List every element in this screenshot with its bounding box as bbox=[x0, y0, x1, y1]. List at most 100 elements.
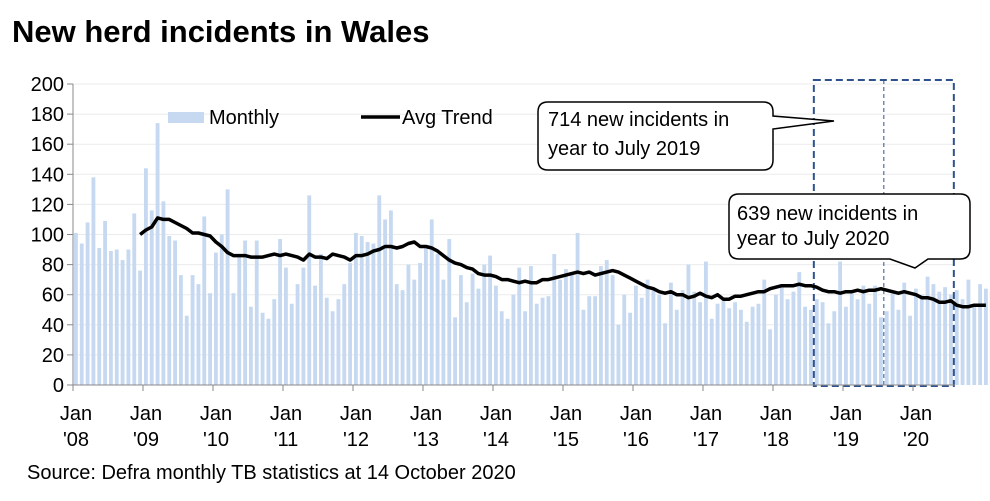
bar bbox=[511, 294, 516, 385]
bar bbox=[184, 315, 189, 385]
bar bbox=[943, 287, 947, 385]
bar bbox=[628, 312, 632, 385]
bar bbox=[931, 284, 936, 385]
bar bbox=[319, 254, 323, 385]
bar bbox=[715, 303, 720, 385]
bar bbox=[254, 240, 259, 385]
bar bbox=[639, 297, 644, 385]
bar bbox=[149, 210, 154, 385]
bar bbox=[330, 311, 335, 385]
bar bbox=[114, 249, 119, 385]
bar bbox=[412, 279, 417, 385]
x-tick-label-year: '19 bbox=[833, 429, 859, 451]
bar bbox=[161, 201, 166, 385]
bar bbox=[120, 260, 125, 385]
bar bbox=[634, 285, 638, 385]
bar bbox=[902, 282, 907, 385]
x-tick-label-month: Jan bbox=[760, 403, 792, 425]
bar bbox=[849, 293, 854, 385]
bar bbox=[313, 285, 317, 385]
bar bbox=[196, 284, 201, 385]
bar bbox=[575, 232, 580, 385]
bar bbox=[237, 254, 242, 385]
bar bbox=[919, 294, 924, 385]
legend-label-trend: Avg Trend bbox=[402, 107, 493, 129]
bar bbox=[674, 309, 679, 385]
bar bbox=[651, 288, 656, 385]
bar bbox=[441, 279, 446, 385]
bar bbox=[377, 195, 382, 385]
bar bbox=[249, 306, 253, 385]
y-tick-label: 0 bbox=[53, 375, 64, 397]
x-tick-label-month: Jan bbox=[340, 403, 372, 425]
bar bbox=[925, 276, 930, 385]
bar bbox=[214, 252, 218, 385]
bar bbox=[307, 195, 312, 385]
bar bbox=[768, 329, 772, 385]
y-tick-label: 60 bbox=[42, 285, 64, 307]
x-tick-label-month: Jan bbox=[620, 403, 652, 425]
bar bbox=[704, 261, 708, 385]
x-tick-label-month: Jan bbox=[270, 403, 302, 425]
bar bbox=[564, 269, 568, 385]
bar bbox=[558, 279, 562, 385]
bar bbox=[686, 264, 691, 385]
bar bbox=[424, 246, 428, 385]
bar bbox=[785, 299, 790, 385]
x-tick-label-month: Jan bbox=[550, 403, 582, 425]
bar bbox=[890, 291, 895, 385]
bar bbox=[960, 299, 965, 385]
bar bbox=[756, 303, 761, 385]
callout-2020-line1: 639 new incidents in bbox=[737, 203, 918, 225]
bar bbox=[873, 285, 877, 385]
bar bbox=[896, 309, 901, 385]
bar bbox=[173, 240, 177, 385]
bar bbox=[400, 290, 405, 385]
bar bbox=[79, 243, 84, 385]
bar bbox=[984, 288, 988, 385]
bar bbox=[371, 243, 376, 385]
bar bbox=[284, 267, 288, 385]
bar bbox=[698, 302, 702, 385]
bar bbox=[190, 275, 195, 385]
bar bbox=[744, 321, 749, 385]
x-tick-label-month: Jan bbox=[690, 403, 722, 425]
bar bbox=[359, 236, 364, 385]
bar bbox=[733, 302, 737, 385]
bar bbox=[861, 285, 866, 385]
bar bbox=[814, 299, 819, 385]
x-tick-label-year: '17 bbox=[693, 429, 719, 451]
bar bbox=[85, 222, 90, 385]
bar bbox=[295, 284, 300, 385]
bar bbox=[464, 302, 469, 385]
bar bbox=[797, 272, 802, 385]
bar bbox=[709, 318, 714, 385]
bar bbox=[529, 266, 533, 385]
bar bbox=[884, 311, 889, 385]
x-tick-label-year: '13 bbox=[413, 429, 439, 451]
x-tick-label-month: Jan bbox=[900, 403, 932, 425]
bar bbox=[470, 273, 475, 385]
bar bbox=[494, 285, 498, 385]
x-tick-label-year: '10 bbox=[203, 429, 229, 451]
bar bbox=[914, 288, 918, 385]
bar bbox=[966, 279, 971, 385]
bar bbox=[721, 300, 726, 385]
y-tick-label: 120 bbox=[31, 194, 64, 216]
y-tick-label: 80 bbox=[42, 255, 64, 277]
bar bbox=[692, 291, 697, 385]
bar bbox=[225, 189, 230, 385]
x-tick-label-year: '08 bbox=[63, 429, 89, 451]
x-tick-label-year: '14 bbox=[483, 429, 509, 451]
bar bbox=[505, 318, 510, 385]
bar bbox=[132, 213, 137, 385]
bar bbox=[587, 296, 592, 385]
callout-2019-line2: year to July 2019 bbox=[548, 138, 700, 160]
bar bbox=[803, 306, 807, 385]
bar bbox=[429, 219, 434, 385]
bar bbox=[482, 264, 487, 385]
trend-line bbox=[139, 216, 986, 309]
bar bbox=[406, 264, 411, 385]
bar bbox=[844, 306, 848, 385]
